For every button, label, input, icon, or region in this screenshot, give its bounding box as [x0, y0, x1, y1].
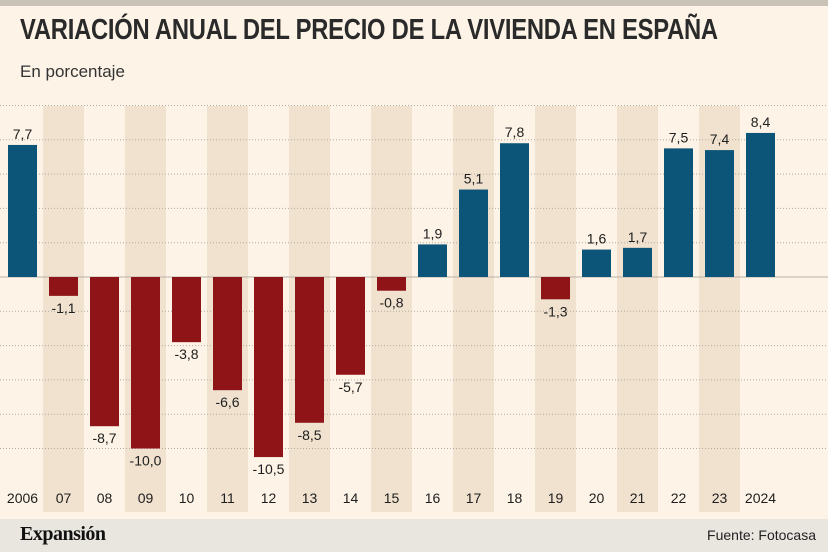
column-stripe — [617, 106, 658, 512]
x-tick-label: 15 — [384, 490, 400, 506]
chart-title: VARIACIÓN ANUAL DEL PRECIO DE LA VIVIEND… — [20, 14, 718, 46]
data-label: -10,0 — [130, 453, 162, 469]
data-label: -5,7 — [338, 379, 362, 395]
data-label: 7,7 — [13, 126, 33, 142]
x-tick-label: 10 — [179, 490, 195, 506]
bar-chart: 7,7 2006 -1,1 07 -8,7 08 -10,0 09 -3,8 10 -6,6 11 -1… — [0, 105, 828, 512]
data-label: -0,8 — [379, 295, 403, 311]
top-rule — [0, 0, 828, 6]
data-label: 5,1 — [464, 171, 484, 187]
x-tick-label: 19 — [548, 490, 564, 506]
data-label: 8,4 — [751, 114, 771, 130]
data-label: 1,6 — [587, 231, 607, 247]
data-label: 7,5 — [669, 129, 689, 145]
brand-logo: Expansión — [20, 523, 106, 545]
x-tick-label: 21 — [630, 490, 646, 506]
x-tick-label: 12 — [261, 490, 277, 506]
bar — [705, 150, 734, 277]
bar — [213, 277, 242, 391]
data-label: 1,9 — [423, 225, 443, 241]
x-tick-label: 14 — [343, 490, 359, 506]
x-tick-label: 2006 — [7, 490, 38, 506]
bar — [500, 143, 529, 277]
bar — [336, 277, 365, 375]
data-label: -1,3 — [543, 303, 567, 319]
x-tick-label: 16 — [425, 490, 441, 506]
bar — [8, 144, 37, 277]
data-label: -1,1 — [51, 300, 75, 316]
x-tick-label: 09 — [138, 490, 154, 506]
chart-subtitle: En porcentaje — [20, 62, 125, 81]
x-tick-label: 22 — [671, 490, 687, 506]
x-tick-label: 13 — [302, 490, 318, 506]
column-stripe — [453, 106, 494, 512]
bar — [459, 189, 488, 277]
data-label: -3,8 — [174, 346, 198, 362]
bar — [295, 277, 324, 423]
x-tick-label: 23 — [712, 490, 728, 506]
bar — [746, 132, 775, 277]
bar — [541, 277, 570, 300]
x-tick-label: 17 — [466, 490, 482, 506]
source-note: Fuente: Fotocasa — [707, 527, 816, 543]
data-label: -6,6 — [215, 394, 239, 410]
x-tick-label: 07 — [56, 490, 72, 506]
bar — [49, 277, 78, 296]
bar — [90, 277, 119, 427]
x-tick-label: 20 — [589, 490, 605, 506]
bar — [623, 247, 652, 277]
bar — [377, 277, 406, 291]
bar — [254, 277, 283, 458]
x-tick-label: 11 — [220, 490, 235, 506]
data-label: 7,4 — [710, 131, 730, 147]
x-tick-label: 18 — [507, 490, 523, 506]
data-label: 1,7 — [628, 229, 648, 245]
bar — [664, 148, 693, 277]
bar — [582, 249, 611, 277]
data-label: -8,5 — [297, 427, 321, 443]
bar — [172, 277, 201, 343]
footer: Expansión Fuente: Fotocasa — [0, 519, 828, 552]
bar — [131, 277, 160, 449]
bar — [418, 244, 447, 277]
data-label: -8,7 — [92, 430, 116, 446]
x-tick-label: 08 — [97, 490, 113, 506]
data-label: 7,8 — [505, 124, 525, 140]
x-tick-label: 2024 — [745, 490, 776, 506]
data-label: -10,5 — [253, 461, 285, 477]
